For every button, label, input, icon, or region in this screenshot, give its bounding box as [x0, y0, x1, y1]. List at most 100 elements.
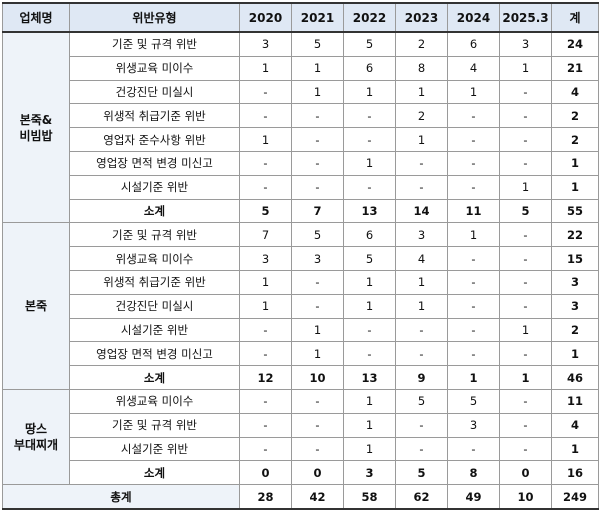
- table-row: 건강진단 미실시 1-1 1- -3: [3, 293, 599, 319]
- row-total-cell: 24: [551, 31, 599, 57]
- year-value-cell: 4: [447, 55, 500, 81]
- year-value-cell: -: [291, 127, 344, 152]
- subtotal-value-cell: 0: [499, 460, 552, 486]
- subtotal-value-cell: 5: [239, 198, 292, 224]
- table-row: 위생교육 미이수 3 3 5 4- -15: [3, 246, 599, 271]
- year-value-cell: -: [291, 412, 344, 438]
- year-value-cell: -: [499, 79, 552, 105]
- table-row: 기준 및 규격 위반 - -1-3-4: [3, 412, 599, 438]
- year-value-cell: 1: [343, 388, 396, 414]
- violation-type-cell: 위생교육 미이수: [69, 246, 240, 271]
- header-total: 계: [551, 2, 599, 33]
- year-value-cell: -: [239, 341, 292, 367]
- year-value-cell: -: [447, 174, 500, 200]
- row-total-cell: 1: [551, 150, 599, 176]
- year-value-cell: 1: [291, 79, 344, 105]
- year-value-cell: -: [447, 317, 500, 343]
- year-value-cell: 5: [447, 388, 500, 414]
- year-value-cell: 3: [395, 222, 448, 248]
- header-violation-type: 위반유형: [69, 2, 240, 33]
- table-row: 건강진단 미실시 -1 1 1 1-4: [3, 79, 599, 105]
- header-company: 업체명: [2, 2, 70, 33]
- subtotal-value-cell: 9: [395, 365, 448, 390]
- violation-type-cell: 건강진단 미실시: [69, 293, 240, 319]
- grand-total-row: 총계 28 42 58 62 49 10 249: [2, 484, 599, 510]
- subtotal-value-cell: 11: [447, 198, 500, 224]
- row-total-cell: 1: [551, 436, 599, 462]
- row-total-cell: 21: [551, 55, 599, 81]
- violation-type-cell: 기준 및 규격 위반: [69, 412, 240, 438]
- violation-type-cell: 위생교육 미이수: [69, 388, 240, 414]
- year-value-cell: -: [239, 79, 292, 105]
- year-value-cell: 1: [291, 55, 344, 81]
- year-value-cell: 1: [499, 317, 552, 343]
- year-value-cell: -: [343, 127, 396, 152]
- year-value-cell: -: [499, 103, 552, 129]
- violation-type-cell: 위생교육 미이수: [69, 55, 240, 81]
- year-value-cell: -: [447, 269, 500, 295]
- year-value-cell: 1: [291, 317, 344, 343]
- header-year-2023: 2023: [395, 2, 448, 33]
- year-value-cell: -: [499, 293, 552, 319]
- year-value-cell: -: [447, 246, 500, 271]
- year-value-cell: 1: [239, 293, 292, 319]
- company-name-cell: 땅스 부대찌개: [2, 388, 70, 486]
- year-value-cell: -: [499, 127, 552, 152]
- header-year-2020: 2020: [239, 2, 292, 33]
- subtotal-total-cell: 46: [551, 365, 599, 390]
- year-value-cell: 1: [239, 127, 292, 152]
- year-value-cell: 5: [291, 31, 344, 57]
- subtotal-total-cell: 16: [551, 460, 599, 486]
- year-value-cell: 1: [395, 269, 448, 295]
- year-value-cell: 1: [343, 150, 396, 176]
- subtotal-row: 소계 5 7 13 14 11 5 55: [3, 198, 599, 224]
- table-row: 위생적 취급기준 위반 1-1 1- -3: [3, 269, 599, 295]
- subtotal-value-cell: 13: [343, 198, 396, 224]
- subtotal-value-cell: 8: [447, 460, 500, 486]
- subtotal-value-cell: 0: [291, 460, 344, 486]
- year-value-cell: -: [291, 103, 344, 129]
- year-value-cell: 1: [499, 174, 552, 200]
- year-value-cell: 1: [291, 341, 344, 367]
- year-value-cell: 5: [343, 246, 396, 271]
- subtotal-value-cell: 14: [395, 198, 448, 224]
- subtotal-label: 소계: [69, 365, 240, 390]
- violation-type-cell: 영업장 면적 변경 미신고: [69, 341, 240, 367]
- year-value-cell: -: [291, 150, 344, 176]
- year-value-cell: -: [447, 127, 500, 152]
- year-value-cell: -: [447, 150, 500, 176]
- year-value-cell: -: [499, 341, 552, 367]
- grand-total-value-cell: 58: [343, 484, 396, 510]
- row-total-cell: 15: [551, 246, 599, 271]
- row-total-cell: 4: [551, 79, 599, 105]
- grand-total-value-cell: 62: [395, 484, 448, 510]
- year-value-cell: -: [447, 293, 500, 319]
- header-row: 업체명 위반유형 2020 2021 2022 2023 2024 2025.3…: [2, 2, 599, 33]
- year-value-cell: -: [499, 412, 552, 438]
- year-value-cell: 5: [343, 31, 396, 57]
- year-value-cell: -: [499, 388, 552, 414]
- year-value-cell: -: [447, 341, 500, 367]
- subtotal-value-cell: 0: [239, 460, 292, 486]
- row-total-cell: 2: [551, 127, 599, 152]
- header-year-2021: 2021: [291, 2, 344, 33]
- year-value-cell: 5: [291, 222, 344, 248]
- grand-total-value-cell: 49: [447, 484, 500, 510]
- header-year-2025-3: 2025.3: [499, 2, 552, 33]
- year-value-cell: -: [395, 341, 448, 367]
- grand-total-value-cell: 42: [291, 484, 344, 510]
- year-value-cell: 2: [395, 103, 448, 129]
- year-value-cell: 1: [343, 79, 396, 105]
- year-value-cell: 3: [239, 246, 292, 271]
- table-row: 위생적 취급기준 위반 - - -2- -2: [3, 103, 599, 129]
- table-row: 영업자 준수사항 위반 1- -1- -2: [3, 127, 599, 152]
- subtotal-value-cell: 10: [291, 365, 344, 390]
- year-value-cell: 8: [395, 55, 448, 81]
- subtotal-row: 소계 0 0 3 5 8 0 16: [3, 460, 599, 486]
- year-value-cell: 3: [499, 31, 552, 57]
- year-value-cell: 4: [395, 246, 448, 271]
- violation-type-cell: 위생적 취급기준 위반: [69, 103, 240, 129]
- year-value-cell: -: [239, 150, 292, 176]
- year-value-cell: 6: [447, 31, 500, 57]
- year-value-cell: 1: [395, 127, 448, 152]
